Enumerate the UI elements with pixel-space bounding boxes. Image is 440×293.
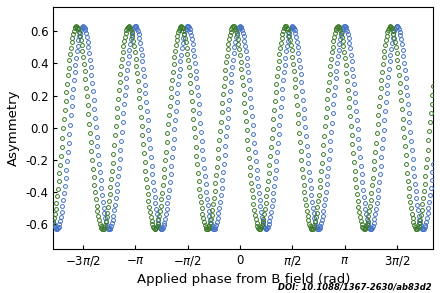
- Text: DOI: 10.1088/1367-2630/ab83d2: DOI: 10.1088/1367-2630/ab83d2: [278, 282, 431, 292]
- Y-axis label: Asymmetry: Asymmetry: [7, 90, 20, 166]
- X-axis label: Applied phase from B field (rad): Applied phase from B field (rad): [136, 273, 350, 286]
